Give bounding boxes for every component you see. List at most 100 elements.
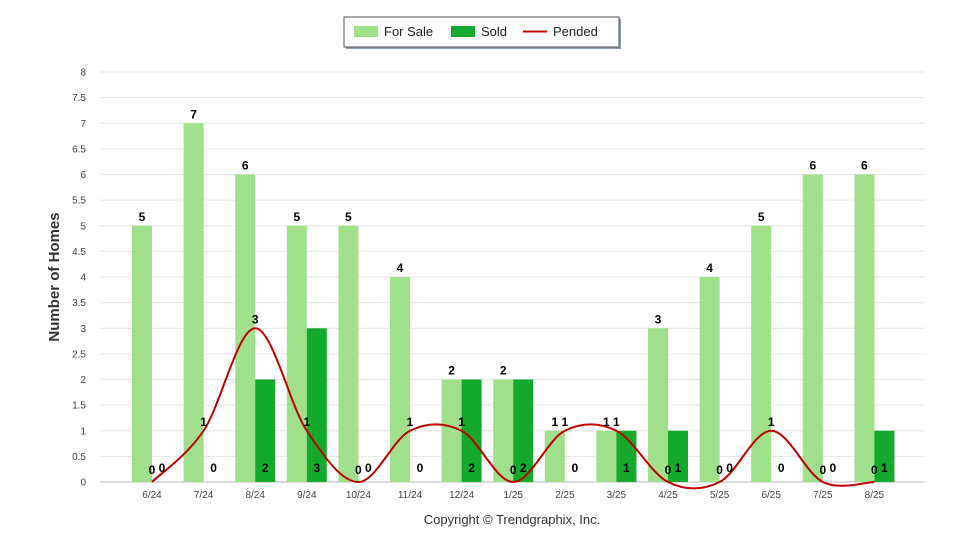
data-label-sold: 2 [520,461,527,475]
x-tick-label: 6/24 [142,490,162,501]
bar-for-sale [648,328,668,482]
bar-for-sale [235,174,256,482]
data-label-for-sale: 6 [861,159,868,173]
data-label-pended: 1 [561,415,568,429]
x-axis-ticks: 6/24 7/24 8/24 9/24 10/24 11/24 12/24 1/25 2/25 3… [142,490,884,501]
bar-for-sale [854,174,875,482]
bar-sold [255,379,276,482]
bar-sold [461,379,482,482]
data-label-sold: 1 [881,461,888,475]
bar-for-sale [338,225,359,482]
x-tick-label: 5/25 [710,490,730,501]
bar-for-sale [132,225,152,482]
data-label-pended: 1 [613,415,620,429]
legend-swatch [451,26,475,37]
data-label-sold: 0 [726,461,733,475]
data-label-sold: 0 [417,461,424,475]
x-tick-label: 10/24 [346,490,371,501]
bar-sold [306,328,327,482]
data-label-for-sale: 1 [551,415,558,429]
data-label-pended: 1 [407,415,414,429]
data-label-sold: 2 [468,461,475,475]
data-label-pended: 0 [355,463,362,477]
bar-for-sale [183,123,204,482]
y-tick-label: 3.5 [72,298,86,309]
data-label-pended: 0 [871,463,878,477]
bar-sold [513,379,534,482]
data-label-pended: 0 [819,463,826,477]
bar-for-sale [286,225,307,482]
x-tick-label: 8/24 [245,490,265,501]
y-tick-label: 7 [80,119,86,130]
data-label-pended: 0 [149,463,156,477]
x-tick-label: 8/25 [865,490,885,501]
data-label-for-sale: 5 [758,210,765,224]
y-axis-ticks: 0 0.5 1 1.5 2 2.5 3 3.5 4 4.5 5 5.5 6 6.5 7 7.5 8 [72,68,86,489]
data-label-sold: 1 [623,461,630,475]
data-label-sold: 0 [210,461,217,475]
data-label-pended: 1 [768,415,775,429]
bar-sold [874,430,895,482]
x-tick-label: 2/25 [555,490,575,501]
data-label-for-sale: 5 [293,210,300,224]
y-axis-label: Number of Homes [46,212,63,341]
data-label-for-sale: 6 [242,159,249,173]
y-tick-label: 5 [80,221,86,232]
y-tick-label: 4 [80,273,86,284]
legend-swatch [354,26,378,37]
data-label-pended: 3 [252,312,259,326]
legend-label: For Sale [384,24,433,39]
data-label-sold: 1 [675,461,682,475]
data-label-for-sale: 5 [345,210,352,224]
y-tick-label: 4.5 [72,247,86,258]
data-label-for-sale: 3 [655,312,662,326]
bar-for-sale [802,174,823,482]
data-label-pended: 0 [716,463,723,477]
legend: For Sale Sold Pended [343,16,621,49]
data-label-for-sale: 6 [809,159,816,173]
data-label-sold: 3 [313,461,320,475]
bars [132,123,895,482]
data-label-sold: 0 [571,461,578,475]
bar-for-sale [751,225,772,482]
x-tick-label: 11/24 [398,490,423,501]
x-tick-label: 1/25 [503,490,523,501]
data-label-pended: 0 [510,463,517,477]
bar-sold [668,430,688,482]
data-label-sold: 0 [778,461,785,475]
data-label-pended: 1 [303,415,310,429]
y-tick-label: 2.5 [72,349,86,360]
x-tick-label: 4/25 [658,490,678,501]
y-tick-label: 7.5 [72,93,86,104]
data-label-for-sale: 2 [448,364,455,378]
bar-for-sale [699,277,720,482]
data-label-sold: 0 [365,461,372,475]
pended-series-line [151,327,875,490]
data-label-for-sale: 7 [190,107,197,121]
y-tick-label: 1.5 [72,401,86,412]
x-tick-label: 9/24 [297,490,317,501]
x-tick-label: 3/25 [607,490,627,501]
data-label-for-sale: 1 [603,415,610,429]
data-label-for-sale: 2 [500,364,507,378]
bar-for-sale [493,379,514,482]
data-label-pended: 1 [200,415,207,429]
bar-for-sale [441,379,462,482]
data-label-sold: 2 [262,461,269,475]
x-tick-label: 12/24 [449,490,474,501]
data-label-for-sale: 5 [139,210,146,224]
y-tick-label: 3 [80,324,86,335]
x-tick-label: 6/25 [761,490,781,501]
legend-label: Pended [553,24,598,39]
y-tick-label: 0.5 [72,452,86,463]
y-tick-label: 1 [80,426,86,437]
x-tick-label: 7/25 [813,490,833,501]
y-tick-label: 6.5 [72,144,86,155]
y-tick-label: 6 [80,170,86,181]
legend-label: Sold [481,24,507,39]
y-tick-label: 8 [80,68,86,79]
data-label-pended: 1 [458,415,465,429]
data-label-sold: 0 [159,461,166,475]
